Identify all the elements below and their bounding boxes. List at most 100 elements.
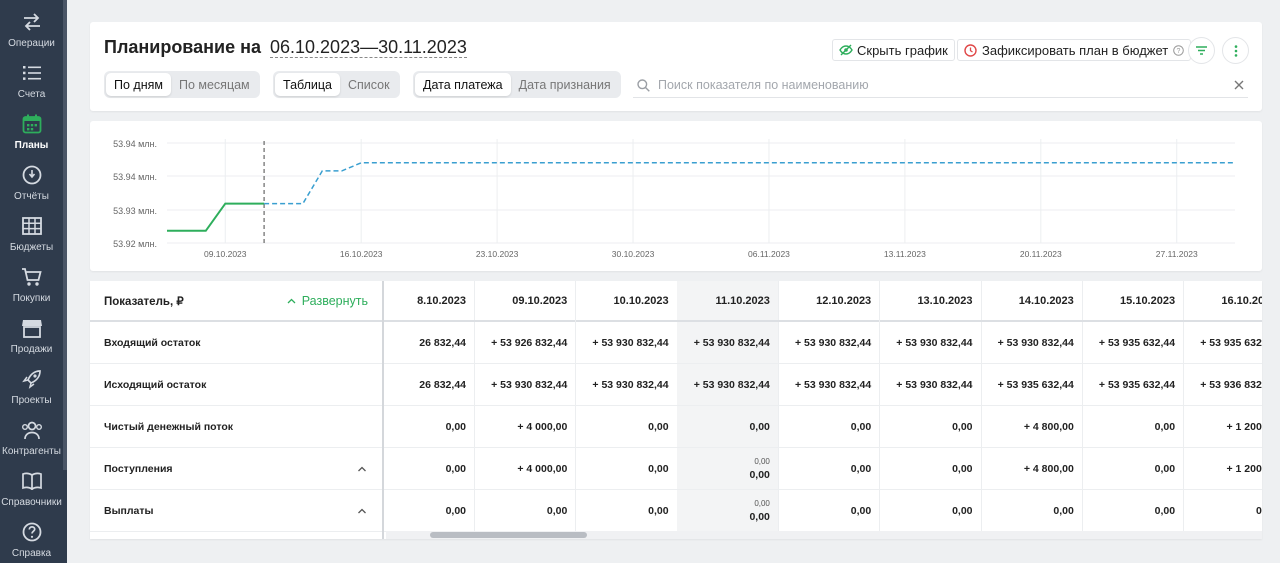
sidebar-item-accounts[interactable]: Счета [0,51,63,102]
table-cell[interactable]: + 4 800,00 [980,448,1082,490]
row-label: Исходящий остаток [104,378,207,391]
table-cell[interactable]: + 53 935 632,44 [1183,322,1262,364]
fix-plan-button[interactable]: Зафиксировать план в бюджет ? [957,39,1192,61]
sidebar-item-projects[interactable]: Проекты [0,357,63,408]
date-range-picker[interactable]: 06.10.2023—30.11.2023 [270,37,467,58]
fix-plan-label: Зафиксировать план в бюджет [982,42,1169,58]
table-cell[interactable]: 0,00 [575,406,677,448]
table-cell[interactable]: + 53 930 832,44 [879,322,981,364]
table-cell[interactable]: + 53 935 632,44 [1082,364,1184,406]
search-input[interactable] [658,78,1234,92]
table-cell[interactable]: 0,00 [980,490,1082,532]
date-column-header[interactable]: 10.10.2023 [575,281,677,322]
table-cell[interactable]: 0,00 [879,448,981,490]
sidebar-item-plans[interactable]: Планы [0,102,63,153]
table-cell[interactable]: + 53 930 832,44 [676,322,778,364]
sidebar-scrollbar[interactable] [63,0,67,470]
table-cell[interactable]: + 4 800,00 [980,406,1082,448]
table-cell[interactable]: 0,00 0,00 [676,448,778,490]
people-icon [21,419,43,441]
cell-value: + 53 930 832,44 [794,336,872,349]
table-cell[interactable]: + 1 200,00 [1183,448,1262,490]
date-column-header[interactable]: 09.10.2023 [474,281,576,322]
table-cell[interactable]: 0,00 [778,406,880,448]
balance-chart-svg: 53.94 млн. 53.94 млн. 53.93 млн. 53.92 млн.… [113,139,1235,259]
filter-button[interactable] [1188,37,1215,64]
sidebar-item-help[interactable]: Справка [0,510,63,561]
table-cell[interactable]: 0,00 [1183,490,1262,532]
date-column-header[interactable]: 8.10.2023 [384,281,474,322]
table-cell[interactable]: + 4 000,00 [474,406,576,448]
y-tick-label: 53.92 млн. [113,239,157,249]
table-cell[interactable]: + 53 936 832,44 [1183,364,1262,406]
table-cell[interactable]: 0,00 [879,490,981,532]
table-cell[interactable]: 26 832,44 [384,364,474,406]
cell-value: 0,00 [749,468,770,481]
table-cell[interactable]: + 4 000,00 [474,448,576,490]
table-cell[interactable]: 0,00 [1082,406,1184,448]
table-cell[interactable]: + 53 930 832,44 [879,364,981,406]
table-cell[interactable]: 0,00 [778,448,880,490]
table-cell[interactable]: 0,00 [879,406,981,448]
cell-value: + 53 926 832,44 [491,336,568,349]
table-grid: 8.10.2023 26 832,44 26 832,44 0,00 0,00 0,00 0… [384,281,1262,539]
sidebar-item-budgets[interactable]: Бюджеты [0,204,63,255]
cell-value: 0,00 [1154,462,1176,475]
date-column-header[interactable]: 13.10.2023 [879,281,981,322]
date-column-header[interactable]: 16.10.2023 [1183,281,1262,322]
collapse-receipts-chevron-icon[interactable] [356,463,368,475]
table-cell[interactable]: + 53 935 632,44 [980,364,1082,406]
table-cell[interactable]: + 53 930 832,44 [575,322,677,364]
date-column-header[interactable]: 14.10.2023 [980,281,1082,322]
clear-search-icon[interactable] [1234,80,1244,90]
table-cell[interactable]: + 53 930 832,44 [676,364,778,406]
more-options-button[interactable] [1222,37,1249,64]
date-column-header[interactable]: 12.10.2023 [778,281,880,322]
table-cell[interactable]: + 53 930 832,44 [474,364,576,406]
table-cell[interactable]: + 53 935 632,44 [1082,322,1184,364]
date-column-header[interactable]: 11.10.2023 [676,281,778,322]
horizontal-scrollbar-thumb[interactable] [430,532,587,538]
view-list[interactable]: Список [348,77,390,92]
date-recognition[interactable]: Дата признания [518,77,611,92]
grid-icon [21,215,43,237]
period-by-months[interactable]: По месяцам [178,77,250,92]
table-cell[interactable]: 0,00 [575,490,677,532]
table-cell[interactable]: + 53 930 832,44 [980,322,1082,364]
table-cell[interactable]: + 1 200,00 [1183,406,1262,448]
sidebar-item-operations[interactable]: Операции [0,0,63,51]
sidebar-item-sales[interactable]: Продажи [0,306,63,357]
table-cell[interactable]: 0,00 [384,490,474,532]
sidebar-item-contractors[interactable]: Контрагенты [0,408,63,459]
table-cell[interactable]: 0,00 [1082,490,1184,532]
horizontal-scrollbar[interactable] [386,531,1262,539]
table-cell[interactable]: 0,00 [384,406,474,448]
table-cell[interactable]: 0,00 [575,448,677,490]
table-cell[interactable]: + 53 930 832,44 [575,364,677,406]
table-cell[interactable]: + 53 926 832,44 [474,322,576,364]
table-cell[interactable]: 0,00 [1082,448,1184,490]
table-cell[interactable]: 0,00 0,00 [676,490,778,532]
planning-header: Планирование на 06.10.2023—30.11.2023 Ск… [90,22,1262,111]
table-cell[interactable]: 0,00 [676,406,778,448]
view-table[interactable]: Таблица [275,73,341,96]
table-cell[interactable]: 0,00 [778,490,880,532]
date-column: 12.10.2023 + 53 930 832,44 + 53 930 832,44… [778,281,881,539]
period-by-days[interactable]: По дням [106,73,171,96]
table-cell[interactable]: 26 832,44 [384,322,474,364]
arrows-swap-icon [21,11,43,33]
sidebar-item-reports[interactable]: Отчёты [0,153,63,204]
table-cell[interactable]: + 53 930 832,44 [778,322,880,364]
date-column: 09.10.2023 + 53 926 832,44 + 53 930 832,44… [474,281,577,539]
sidebar-item-purchases[interactable]: Покупки [0,255,63,306]
date-column-header[interactable]: 15.10.2023 [1082,281,1184,322]
sidebar-item-references[interactable]: Справочники [0,459,63,510]
table-cell[interactable]: 0,00 [474,490,576,532]
table-cell[interactable]: + 53 930 832,44 [778,364,880,406]
hide-chart-button[interactable]: Скрыть график [832,39,955,61]
table-cell[interactable]: 0,00 [384,448,474,490]
date-payment[interactable]: Дата платежа [415,73,511,96]
collapse-payments-chevron-icon[interactable] [356,505,368,517]
expand-all-button[interactable]: Развернуть [287,294,368,308]
info-icon[interactable]: ? [1173,44,1185,56]
